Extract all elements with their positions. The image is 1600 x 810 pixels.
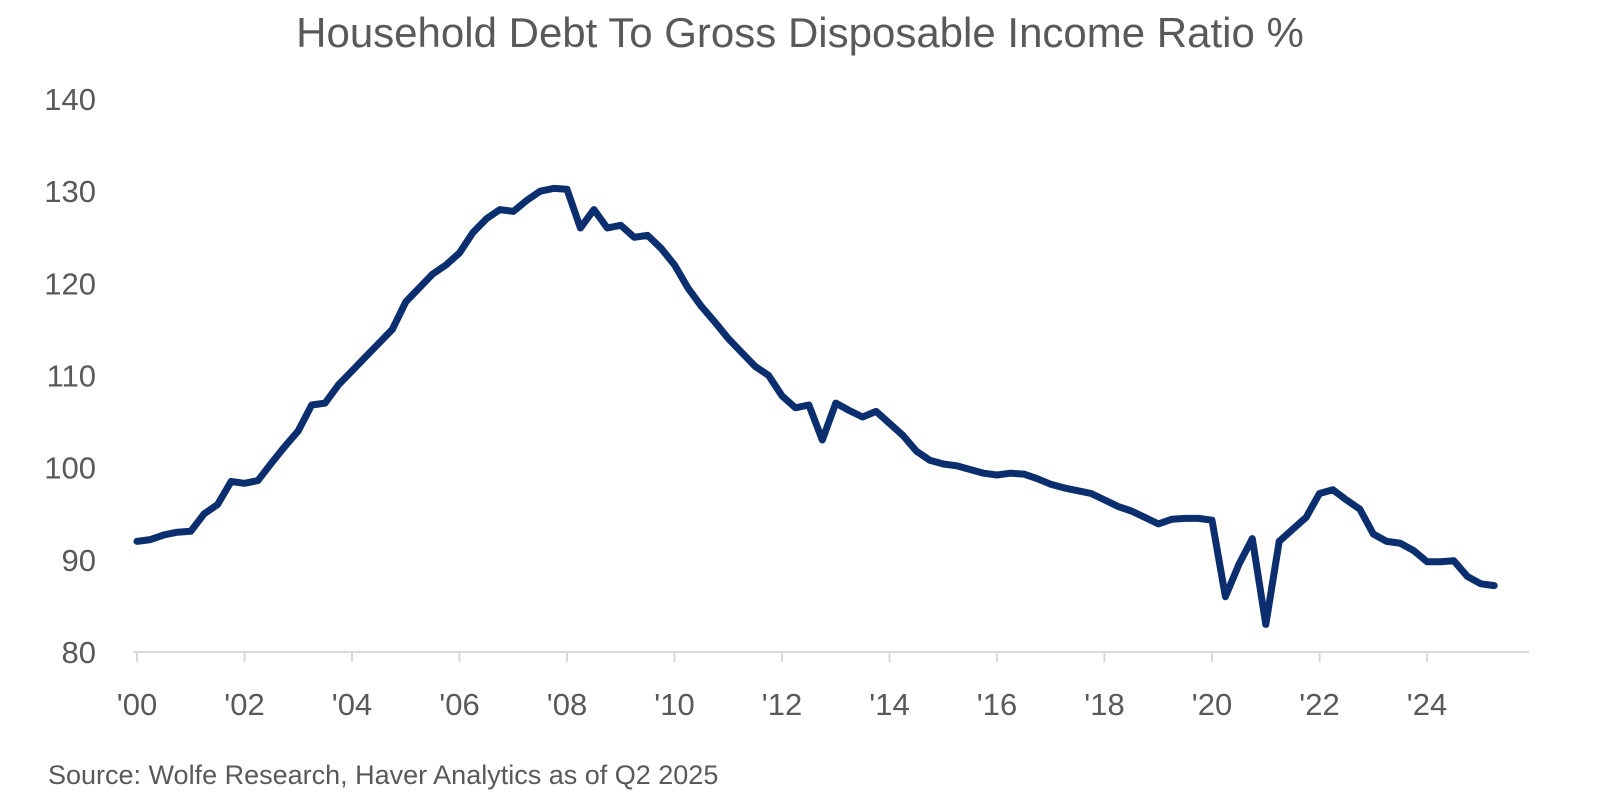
x-tick-label-2024: '24 bbox=[1407, 687, 1447, 722]
x-tick-label-2010: '10 bbox=[654, 687, 694, 722]
y-tick-label-120: 120 bbox=[44, 266, 96, 301]
y-tick-label-140: 140 bbox=[44, 82, 96, 117]
y-tick-label-110: 110 bbox=[47, 359, 96, 394]
y-tick-label-90: 90 bbox=[62, 543, 96, 578]
y-tick-label-80: 80 bbox=[62, 635, 96, 670]
x-axis: '00 '02 '04 '06 '08 '10 '12 '14 '16 '18 '20 '22 '24 bbox=[117, 651, 1529, 722]
x-tick-label-2004: '04 bbox=[332, 687, 372, 722]
x-tick-label-2022: '22 bbox=[1299, 687, 1339, 722]
x-tick-label-2016: '16 bbox=[977, 687, 1017, 722]
x-tick-label-2020: '20 bbox=[1192, 687, 1232, 722]
y-tick-label-100: 100 bbox=[44, 451, 96, 486]
x-tick-label-2006: '06 bbox=[439, 687, 479, 722]
y-tick-label-130: 130 bbox=[44, 174, 96, 209]
series-line-0 bbox=[133, 184, 1498, 628]
x-tick-label-2014: '14 bbox=[869, 687, 909, 722]
x-tick-label-2012: '12 bbox=[762, 687, 802, 722]
x-tick-label-2018: '18 bbox=[1084, 687, 1124, 722]
series-group bbox=[133, 184, 1498, 628]
x-tick-label-2000: '00 bbox=[117, 687, 157, 722]
x-tick-label-2008: '08 bbox=[547, 687, 587, 722]
chart-title: Household Debt To Gross Disposable Incom… bbox=[296, 9, 1304, 56]
y-axis-ticks: 80 90 100 110 120 130 140 bbox=[44, 82, 96, 670]
source-note: Source: Wolfe Research, Haver Analytics … bbox=[48, 760, 718, 790]
x-tick-label-2002: '02 bbox=[224, 687, 264, 722]
